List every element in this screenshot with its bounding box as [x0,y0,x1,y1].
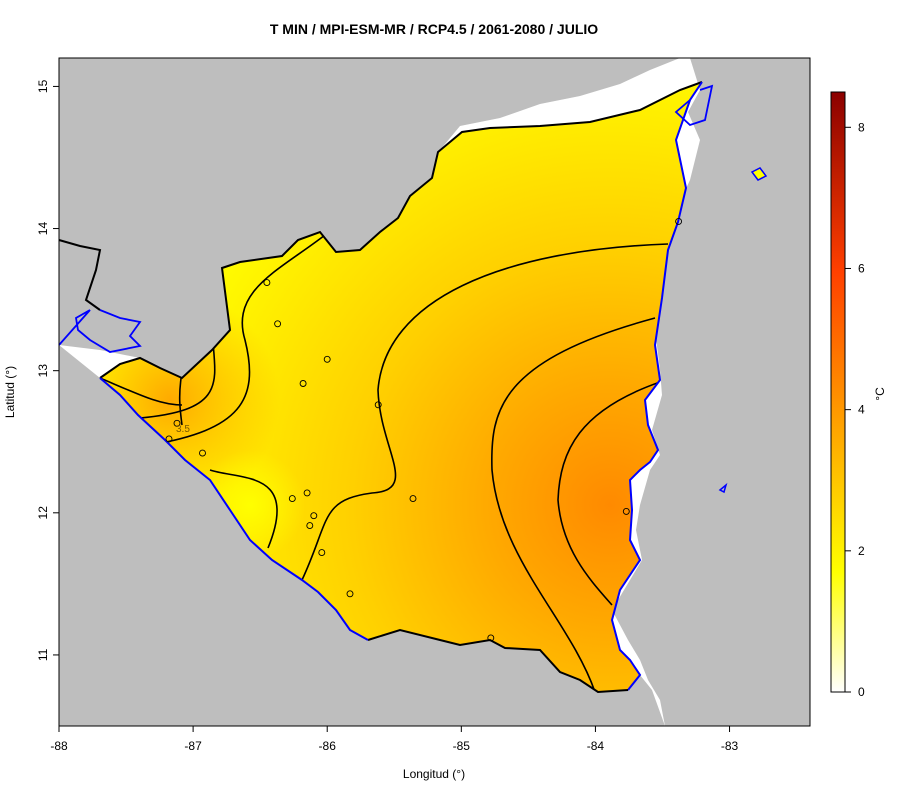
station-marker [173,419,181,427]
colorbar-tick-label: 4 [858,403,865,417]
station-marker [306,522,314,530]
x-tick-label: -85 [453,739,471,753]
station-marker [675,217,683,225]
caribbean-area [612,58,810,726]
gulf-fonseca-coast [58,309,142,353]
cabo-gracias-coast [674,84,714,127]
station-marker [299,380,307,387]
y-axis-label: Latitud (°) [3,366,17,418]
colorbar-ticks: 0 2 4 6 8 [845,120,865,699]
station-marker [288,495,296,503]
colorbar-tick-label: 6 [858,261,865,275]
contour-line [209,469,278,549]
colorbar-tick-label: 8 [858,120,865,134]
contour-lines [100,234,669,692]
x-tick-label: -84 [587,739,605,753]
corn-island [750,167,768,181]
x-axis-label: Longitud (°) [403,767,465,781]
station-marker [199,449,206,457]
y-tick-label: 14 [36,222,50,236]
map-title: T MIN / MPI-ESM-MR / RCP4.5 / 2061-2080 … [269,21,599,37]
contour-label: 3.5 [176,424,190,435]
colorbar: 0 2 4 6 8 °C [830,91,887,699]
y-tick-label: 11 [36,648,50,661]
station-marker [274,320,282,328]
x-tick-label: -86 [319,739,337,753]
southern-border [367,628,629,694]
honduras-land [59,58,680,378]
x-tick-label: -87 [184,739,202,753]
station-marker [318,549,326,557]
pacific-coast [99,377,369,641]
colorbar-tick-label: 2 [858,544,865,558]
x-tick-label: -88 [50,739,68,753]
station-marker [263,279,271,287]
honduras-border [58,239,102,311]
station-marker [165,435,173,443]
x-axis: -88 -87 -86 -85 -84 -83 [50,726,739,753]
colorbar-unit: °C [873,387,887,401]
colorbar-scale [830,91,846,693]
x-tick-label: -83 [721,739,739,753]
colorbar-tick-label: 0 [858,685,865,699]
contour-line [557,381,661,606]
station-marker [409,495,417,503]
pacific-costa-rica-area [59,345,665,726]
y-axis: 11 12 13 14 15 [36,79,59,661]
northern-border [99,81,703,380]
caribbean-coast [610,81,703,691]
contour-line [149,234,326,446]
small-island [718,482,728,494]
station-marker [303,489,311,497]
station-markers [165,217,683,642]
station-marker [323,355,331,363]
station-marker [622,507,630,515]
contour-line [490,317,656,692]
y-tick-label: 15 [36,79,50,93]
neighbor-land [59,58,810,726]
station-marker [310,512,318,520]
y-tick-label: 12 [36,506,50,520]
contour-line [100,377,183,406]
station-marker [374,401,382,409]
contour-line [301,243,669,581]
y-tick-label: 13 [36,364,50,378]
station-marker [487,634,495,642]
station-marker [346,590,354,598]
plot-frame [58,57,811,727]
